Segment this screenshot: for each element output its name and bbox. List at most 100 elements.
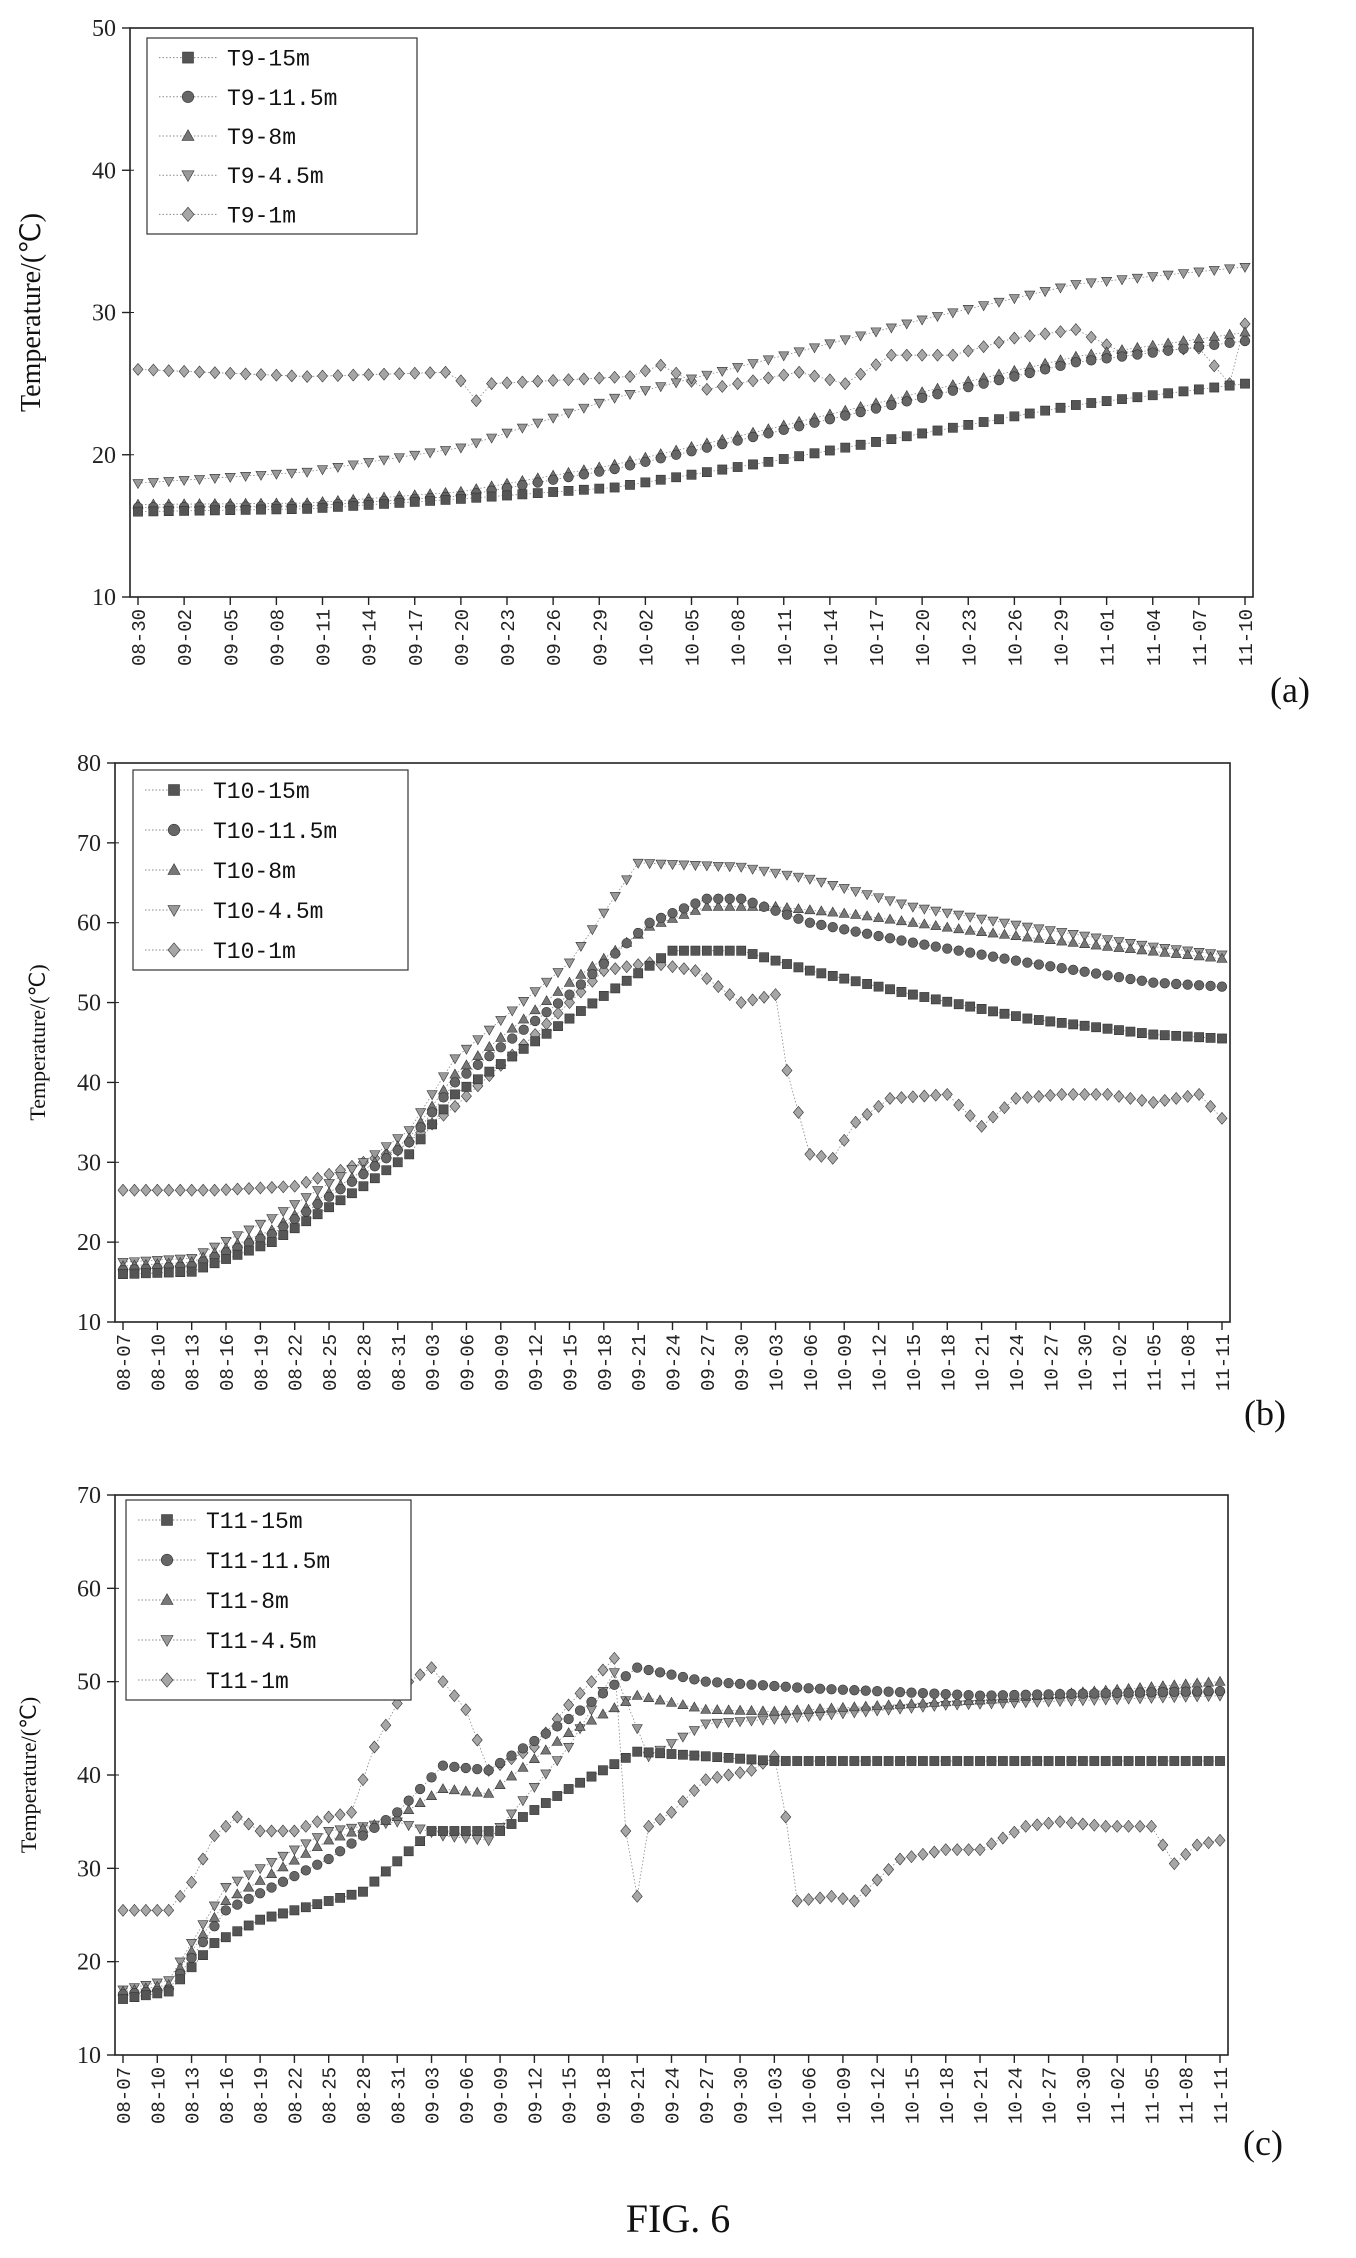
data-point	[1116, 275, 1128, 286]
data-point	[1067, 936, 1079, 947]
legend-entry: T10-15m	[213, 779, 310, 805]
data-point	[953, 999, 964, 1010]
data-point	[792, 1105, 804, 1119]
data-point	[917, 1756, 928, 1766]
data-point	[814, 1703, 826, 1714]
series-line	[123, 962, 1223, 1191]
data-point	[265, 1868, 278, 1879]
data-point	[1171, 978, 1182, 990]
data-point	[266, 1824, 278, 1838]
x-tick-label: 11-02	[1108, 2067, 1130, 2124]
data-point	[587, 998, 598, 1009]
y-axis-label: Temperature/(℃)	[16, 1697, 41, 1853]
data-point	[380, 1814, 391, 1826]
data-point	[471, 1786, 483, 1797]
data-point	[455, 374, 467, 388]
x-tick-label: 10-15	[904, 1334, 926, 1391]
chart-panel-b: 10 20 30 40 50 60 70 80 08-07 08-10 08-13 08-16 08-1…	[25, 751, 1286, 1433]
data-point	[392, 1856, 403, 1867]
data-point	[964, 912, 976, 923]
data-point	[312, 1199, 323, 1210]
data-point	[655, 453, 666, 464]
legend-entry: T11-15m	[206, 1509, 303, 1535]
data-point	[1021, 931, 1033, 942]
data-point	[997, 1690, 1009, 1701]
data-point	[323, 1191, 335, 1202]
data-point	[1147, 390, 1158, 401]
data-point	[1044, 1088, 1056, 1102]
data-point	[932, 425, 943, 436]
data-point	[266, 1911, 277, 1922]
data-point	[140, 1990, 151, 2001]
data-point	[1180, 1756, 1191, 1766]
data-point	[621, 938, 632, 949]
data-point	[334, 1830, 346, 1841]
data-point	[1147, 945, 1159, 956]
data-point	[781, 1064, 793, 1077]
x-tick-label: 09-09	[492, 1334, 514, 1391]
data-point	[1217, 1033, 1227, 1044]
data-point	[1125, 1026, 1136, 1037]
data-point	[685, 374, 698, 385]
data-point	[563, 471, 574, 483]
data-point	[393, 453, 405, 464]
data-point	[769, 868, 782, 879]
data-point	[758, 866, 770, 877]
data-point	[932, 348, 943, 362]
data-point	[278, 1221, 289, 1232]
data-point	[717, 464, 728, 475]
data-point	[300, 1839, 312, 1850]
y-tick-label: 50	[77, 991, 101, 1017]
x-tick-label: 08-30	[129, 609, 151, 666]
data-point	[209, 505, 220, 516]
legend-box	[132, 769, 409, 971]
data-point	[300, 1175, 312, 1189]
data-point	[414, 1824, 426, 1835]
x-tick-label: 09-18	[595, 1334, 617, 1391]
data-point	[404, 1149, 415, 1160]
data-point	[593, 371, 605, 385]
data-point	[1117, 394, 1127, 405]
data-point	[917, 1847, 929, 1861]
data-point	[1182, 979, 1193, 990]
data-point	[231, 1231, 244, 1242]
data-point	[700, 1719, 712, 1730]
data-point	[437, 1760, 449, 1771]
data-point	[209, 1921, 220, 1932]
data-point	[506, 1819, 517, 1829]
data-point	[1020, 1756, 1031, 1766]
data-point	[392, 1134, 404, 1145]
data-point	[1009, 411, 1020, 422]
data-point	[1033, 1089, 1045, 1103]
data-point	[472, 1050, 484, 1061]
data-point	[610, 983, 621, 994]
data-point	[301, 370, 313, 383]
data-point	[1203, 1836, 1215, 1850]
data-point	[770, 905, 781, 916]
data-point	[688, 1726, 700, 1737]
data-point	[209, 1183, 221, 1197]
data-point	[655, 859, 667, 870]
data-point	[1010, 1091, 1022, 1105]
data-point	[193, 475, 206, 485]
y-tick-label: 40	[77, 1763, 101, 1789]
y-axis-label: Temperature/(℃)	[16, 213, 47, 412]
x-tick-label: 09-27	[697, 2067, 719, 2124]
data-point	[781, 909, 793, 920]
data-point	[243, 1182, 255, 1195]
data-point	[346, 1838, 357, 1849]
data-point	[1136, 1093, 1148, 1107]
data-point	[906, 1850, 917, 1864]
data-point	[1123, 1756, 1134, 1766]
series-T10-15m	[118, 945, 1227, 1279]
data-point	[885, 984, 895, 995]
data-point	[837, 1684, 849, 1695]
data-point	[978, 417, 989, 427]
data-point	[860, 1700, 872, 1711]
data-point	[883, 1863, 895, 1876]
data-point	[1180, 1847, 1192, 1861]
data-point	[1085, 278, 1097, 289]
data-point	[690, 898, 701, 909]
data-point	[976, 926, 988, 937]
data-point	[762, 371, 774, 385]
